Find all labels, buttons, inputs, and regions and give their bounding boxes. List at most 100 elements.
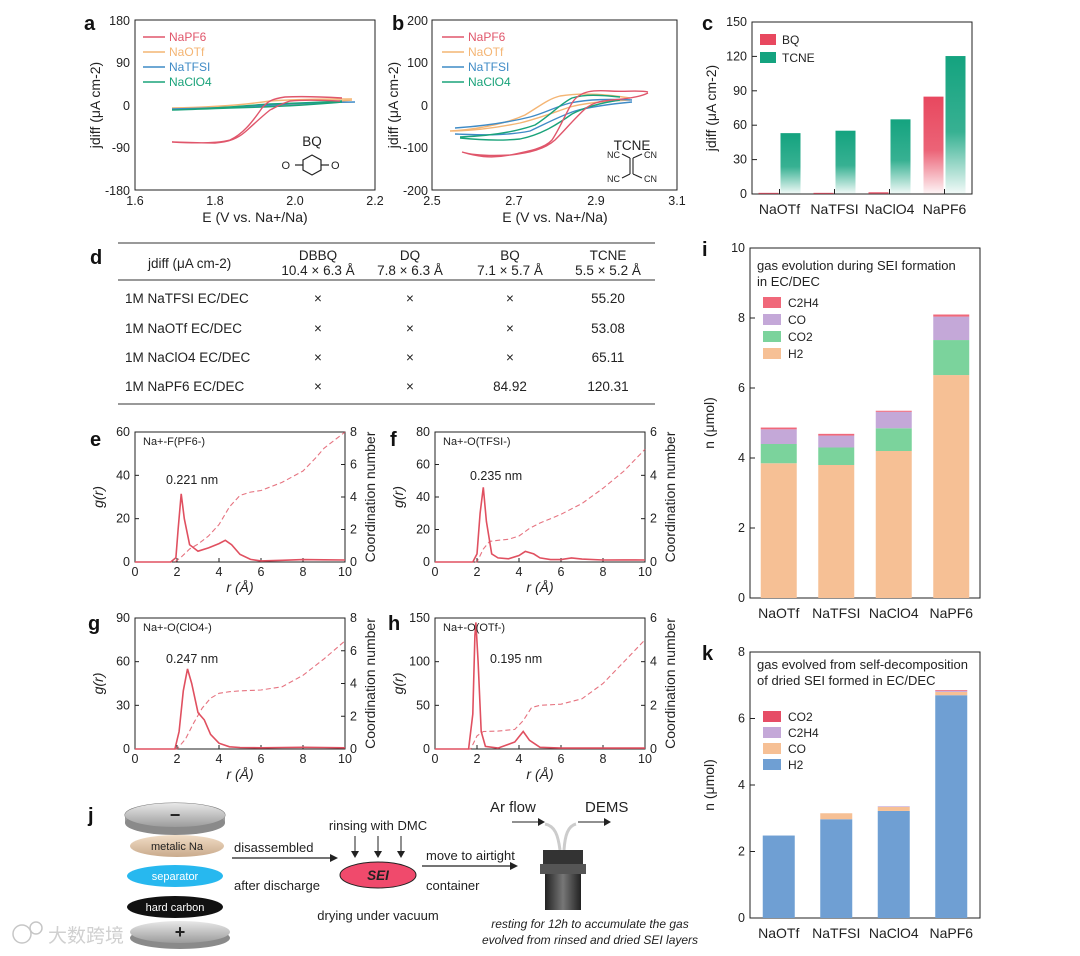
ylabel: g(r) [90,486,106,508]
panel-e-letter: e [90,429,101,451]
y2tick-label: 2 [350,709,357,723]
container-cap-icon [543,850,583,864]
a-legend-natfsi: NaTFSI [169,60,210,74]
ytick-label: 6 [738,381,745,395]
legend-swatch [763,314,781,325]
a-xtick-3: 2.2 [366,194,383,208]
d-header-dq: DQ [400,248,420,263]
y2tick-label: 2 [650,698,657,712]
bar-segment-C2H4 [935,690,968,692]
legend-label: C2H4 [788,726,819,740]
plot-frame [751,21,973,195]
d-cell: × [506,321,514,336]
bar-segment-C2H4 [818,433,855,436]
bar-segment-CO [933,316,970,341]
ylabel: n (μmol) [701,397,717,449]
j-dems: DEMS [585,799,628,816]
chart-title: gas evolution during SEI formation [757,258,956,273]
b-legend-naclo4: NaClO4 [468,75,511,89]
legend-label: H2 [788,347,804,361]
legend-swatch [763,331,781,342]
bar-TCNE [945,56,966,195]
panel-d-letter: d [90,247,102,269]
b-ylabel: jdiff (μA cm-2) [385,62,401,149]
legend-swatch [763,743,781,754]
b-ytick-0: 200 [407,14,428,28]
bar-BQ [868,192,889,194]
xtick-label: 4 [216,752,223,766]
b-ytick-2: 0 [421,99,428,113]
y2tick-label: 0 [350,555,357,569]
xtick-label: 10 [638,752,652,766]
bar-BQ [813,192,834,194]
d-size-bq: 7.1 × 5.7 Å [477,263,543,278]
bq-molecule-icon [295,154,329,176]
legend-label: TCNE [782,51,815,65]
bar-segment-C2H4 [875,410,912,412]
bar-segment-H2 [820,819,853,918]
b-xtick-3: 3.1 [668,194,685,208]
a-molecule-label: BQ [302,134,322,149]
legend-label: CO2 [788,710,813,724]
bar-segment-CO [877,806,910,811]
ytick-label: 2 [738,845,745,859]
b-molecule-label: TCNE [614,138,651,153]
bar-segment-C2H4 [933,314,970,317]
panel-d-table: jdiff (μA cm-2) DBBQ DQ BQ TCNE 10.4 × 6… [118,242,655,405]
y2tick-label: 2 [650,512,657,526]
ytick-label: 40 [116,468,130,482]
bar-TCNE [780,133,801,194]
j-metallic-label: metalic Na [151,841,204,853]
ylabel: g(r) [90,673,106,695]
panel-c-bar-chart: 0 30 60 90 120 150 jdiff (μA cm-2) NaOTf NaTFSI N… [703,15,973,217]
xtick-label: 2 [174,752,181,766]
positive-case-icon [130,921,230,943]
a-ytick-4: -180 [105,184,130,198]
xtick-label: 0 [432,752,439,766]
bar-segment-H2 [818,465,855,598]
category-label: NaPF6 [929,925,973,941]
legend-swatch [763,759,781,770]
panel-i-letter: i [702,239,708,261]
svg-text:O: O [331,160,340,172]
legend-swatch [760,34,776,45]
bar-segment-CO [760,429,797,444]
peak-label: 0.235 nm [470,469,522,483]
plot-frame [749,247,981,599]
panel-k-stacked-bar-chart: 0 2 4 6 8 n (μmol) NaOTf NaTFSI NaClO4 NaPF6 gas e… [701,645,981,941]
xlabel: r (Å) [526,766,553,782]
bar-segment-CO [935,691,968,696]
y2tick-label: 8 [350,425,357,439]
bar-segment-CO2 [760,444,797,464]
legend-swatch [763,711,781,722]
a-legend-napf6: NaPF6 [169,30,207,44]
panel-g-letter: g [88,613,100,635]
a-xtick-0: 1.6 [126,194,143,208]
j-drying: drying under vacuum [317,908,438,923]
ytick-label: 60 [733,118,747,132]
bar-segment-CO [818,435,855,448]
pair-label: Na+-O(OTf-) [443,622,505,634]
y2tick-label: 6 [650,425,657,439]
xtick-label: 6 [558,565,565,579]
b-ytick-1: 100 [407,56,428,70]
b-xlabel: E (V vs. Na+/Na) [502,209,607,225]
plot-frame [434,431,646,563]
j-resting-1: resting for 12h to accumulate the gas [491,917,688,931]
ytick-label: 6 [738,712,745,726]
j-sei-label: SEI [367,868,389,883]
ytick-label: 20 [116,512,130,526]
d-cell: × [406,379,414,394]
bar-TCNE [835,130,856,194]
d-cell: 65.11 [592,350,625,365]
watermark-logo: 大数跨境 [12,921,124,947]
ytick-label: 0 [423,555,430,569]
b-xtick-1: 2.7 [505,194,522,208]
d-cell: × [406,350,414,365]
separator-icon [127,865,223,887]
j-move: move to airtight [426,848,515,863]
gas-tube-icon [544,822,577,851]
xtick-label: 6 [258,752,265,766]
